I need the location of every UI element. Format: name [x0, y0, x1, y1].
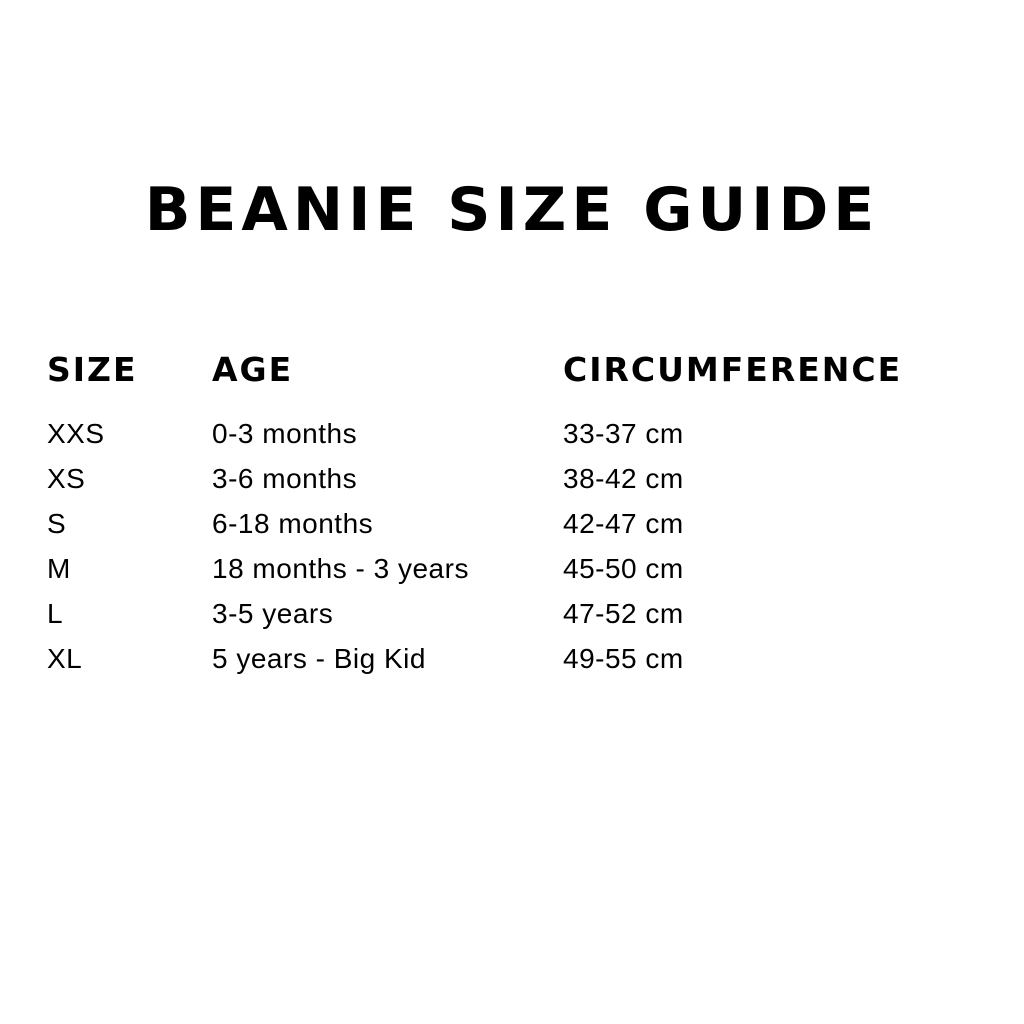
header-size: SIZE: [47, 350, 138, 389]
cell-circumference: 47-52 cm: [563, 598, 684, 629]
cell-size: M: [47, 553, 71, 584]
cell-circumference: 38-42 cm: [563, 463, 684, 494]
cell-circumference: 42-47 cm: [563, 508, 684, 539]
header-age: AGE: [212, 350, 294, 389]
page-title: BEANIE SIZE GUIDE: [144, 175, 880, 245]
cell-age: 18 months - 3 years: [212, 553, 469, 584]
cell-size: XS: [47, 463, 86, 494]
cell-size: XL: [47, 643, 83, 674]
cell-age: 5 years - Big Kid: [212, 643, 426, 674]
cell-circumference: 45-50 cm: [563, 553, 684, 584]
cell-size: XXS: [47, 418, 105, 449]
cell-age: 6-18 months: [212, 508, 374, 539]
cell-circumference: 33-37 cm: [563, 418, 684, 449]
cell-age: 3-6 months: [212, 463, 358, 494]
cell-age: 3-5 years: [212, 598, 334, 629]
cell-size: S: [47, 508, 67, 539]
cell-size: L: [47, 598, 64, 629]
header-circumference: CIRCUMFERENCE: [563, 350, 903, 389]
cell-circumference: 49-55 cm: [563, 643, 684, 674]
cell-age: 0-3 months: [212, 418, 358, 449]
